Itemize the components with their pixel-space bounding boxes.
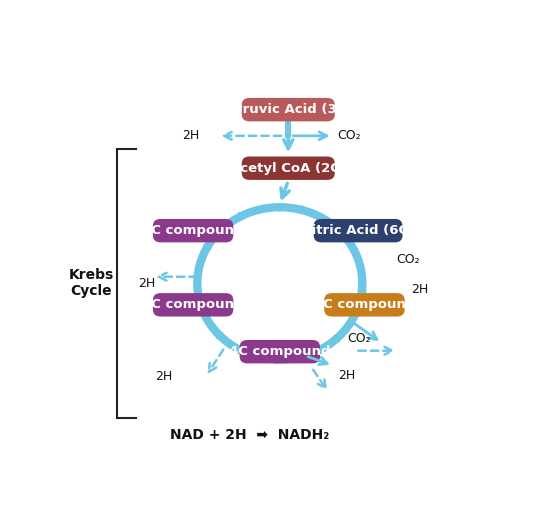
FancyBboxPatch shape bbox=[153, 219, 233, 242]
Text: 2H: 2H bbox=[155, 370, 172, 383]
FancyBboxPatch shape bbox=[242, 157, 335, 180]
Text: Acetyl CoA (2C): Acetyl CoA (2C) bbox=[230, 162, 346, 175]
Text: 2H: 2H bbox=[182, 129, 199, 142]
Text: CO₂: CO₂ bbox=[348, 332, 371, 345]
Text: Krebs
Cycle: Krebs Cycle bbox=[69, 268, 114, 299]
Text: 4C compound: 4C compound bbox=[229, 345, 330, 358]
FancyBboxPatch shape bbox=[242, 98, 335, 121]
Text: 5C compound: 5C compound bbox=[314, 298, 415, 311]
Text: Pyruvic Acid (3C): Pyruvic Acid (3C) bbox=[224, 103, 353, 116]
FancyBboxPatch shape bbox=[153, 293, 233, 316]
Text: CO₂: CO₂ bbox=[396, 254, 420, 267]
FancyBboxPatch shape bbox=[313, 219, 402, 242]
Text: 4C compound: 4C compound bbox=[143, 224, 244, 237]
FancyBboxPatch shape bbox=[240, 340, 320, 364]
Text: CO₂: CO₂ bbox=[337, 129, 360, 142]
Text: 2H: 2H bbox=[338, 369, 355, 382]
Text: 2H: 2H bbox=[138, 277, 155, 290]
Text: Citric Acid (6C): Citric Acid (6C) bbox=[302, 224, 414, 237]
Text: 2H: 2H bbox=[411, 283, 428, 296]
Text: NAD + 2H  ➡  NADH₂: NAD + 2H ➡ NADH₂ bbox=[170, 428, 329, 442]
Text: 4C compound: 4C compound bbox=[143, 298, 244, 311]
FancyBboxPatch shape bbox=[324, 293, 405, 316]
